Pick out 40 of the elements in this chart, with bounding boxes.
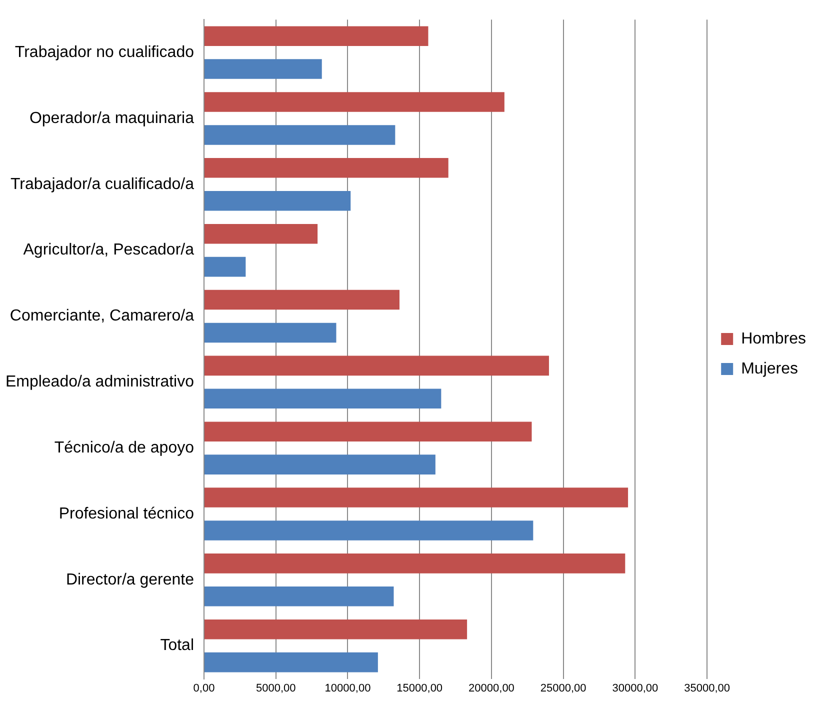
y-tick-label: Director/a gerente [66,571,194,588]
x-tick-label: 10000,00 [324,682,371,694]
bar [204,59,322,79]
bar [204,158,448,178]
x-tick-label: 30000,00 [612,682,658,694]
y-tick-label: Trabajador no cualificado [14,44,194,61]
y-tick-label: Empleado/a administrativo [5,374,194,391]
legend-label: Mujeres [741,360,798,378]
bar [204,619,468,640]
bar [204,652,378,672]
bar [204,388,442,409]
bar [204,488,628,508]
x-tick-label: 5000,00 [256,682,296,694]
bar [204,356,549,376]
x-tick-label: 35000,00 [684,682,730,694]
bar [204,92,504,112]
y-tick-label: Profesional técnico [58,505,194,522]
bar [204,26,428,46]
bar [204,256,246,277]
y-tick-label: Operador/a maquinaria [29,110,194,127]
legend-label: Hombres [741,330,806,348]
bar [204,554,626,574]
bar [204,520,534,540]
bar [204,586,394,606]
x-tick-label: 0,00 [193,682,215,694]
y-tick-label: Técnico/a de apoyo [54,439,194,456]
x-tick-label: 20000,00 [468,682,514,694]
bar [204,322,336,343]
x-tick-label: 15000,00 [396,682,443,694]
x-tick-label: 25000,00 [540,682,586,694]
y-tick-label: Agricultor/a, Pescador/a [23,242,194,259]
bar [204,290,400,310]
bar [204,224,318,244]
y-tick-label: Comerciante, Camarero/a [10,308,194,325]
bar [204,125,396,145]
bar [204,422,532,442]
y-tick-label: Total [160,637,194,654]
bar [204,190,351,211]
bar [204,454,436,474]
y-tick-label: Trabajador/a cualificado/a [10,176,194,193]
